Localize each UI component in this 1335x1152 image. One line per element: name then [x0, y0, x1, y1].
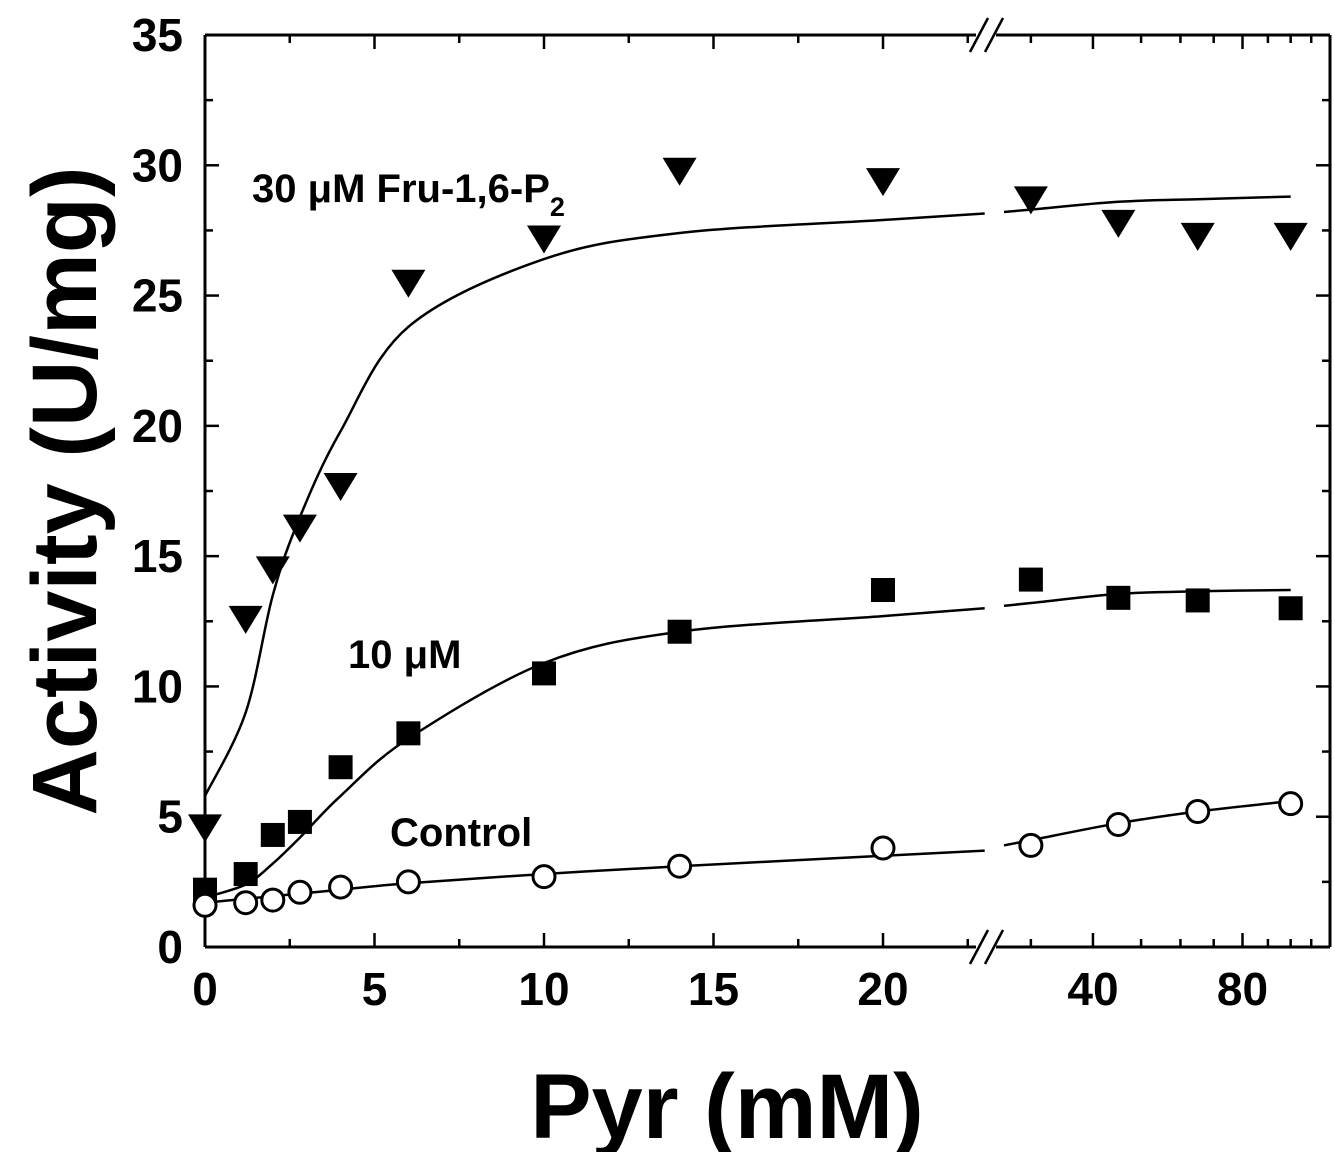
axis-break-marks	[968, 17, 1005, 965]
annotation-control: Control	[390, 811, 532, 855]
annotation-30um-subscript: 2	[550, 192, 565, 222]
x-tick-label: 0	[192, 963, 218, 1015]
data-point-square	[260, 822, 285, 847]
fit-curve-segment-1	[1003, 588, 1291, 608]
data-point-circle	[531, 864, 557, 890]
data-point-square	[328, 755, 353, 780]
data-point-triangle	[1180, 222, 1215, 251]
y-tick-label: 35	[132, 9, 183, 61]
y-tick-label: 0	[157, 921, 183, 973]
data-point-circle	[233, 890, 259, 916]
data-point-square	[233, 862, 258, 887]
data-point-square	[667, 619, 692, 644]
data-point-square	[287, 809, 312, 834]
data-point-circle	[260, 887, 286, 913]
annotation-30um-main: 30 μM Fru-1,6-P	[252, 167, 550, 211]
data-point-square	[1106, 585, 1131, 610]
data-point-square	[1018, 567, 1043, 592]
y-tick-label: 5	[157, 791, 183, 843]
data-point-circle	[1105, 812, 1131, 838]
data-point-square	[1185, 588, 1210, 613]
fit-curve-segment-2	[204, 849, 985, 904]
y-tick-label: 20	[132, 400, 183, 452]
data-point-triangle	[188, 814, 222, 843]
axis-tick-labels: 0 5 10 15 20 25 30 35 0 5 10 15 20 40 80	[132, 9, 1268, 1015]
x-tick-label: 40	[1067, 963, 1118, 1015]
data-point-square	[1278, 596, 1303, 621]
x-tick-label: 15	[688, 963, 739, 1015]
data-point-circle	[1185, 799, 1211, 825]
fit-curve-segment-0	[203, 212, 985, 797]
x-tick-label: 20	[857, 963, 908, 1015]
y-tick-label: 15	[132, 530, 183, 582]
y-tick-label: 25	[132, 270, 183, 322]
data-point-circle	[287, 879, 313, 905]
x-tick-label: 80	[1217, 963, 1268, 1015]
data-point-triangle	[282, 514, 317, 543]
data-point-triangle	[527, 225, 561, 254]
x-tick-label: 10	[518, 963, 569, 1015]
data-point-triangle	[1101, 209, 1136, 238]
data-point-circle	[870, 835, 896, 861]
data-point-triangle	[391, 269, 426, 298]
x-axis-title: Pyr (mM)	[530, 1056, 924, 1152]
data-point-triangle	[255, 556, 290, 585]
data-point-circle	[667, 853, 693, 879]
annotation-10um: 10 μM	[348, 633, 461, 677]
x-tick-label: 5	[362, 963, 388, 1015]
data-point-square	[532, 661, 556, 686]
data-point-square	[396, 721, 421, 746]
data-markers	[188, 157, 1308, 918]
data-point-triangle	[662, 157, 697, 186]
y-axis-title: Activity (U/mg)	[14, 166, 116, 815]
data-point-circle	[192, 892, 218, 918]
data-point-circle	[395, 869, 421, 895]
data-point-triangle	[323, 472, 358, 501]
fit-curve-segment-0	[1003, 195, 1291, 214]
data-point-circle	[328, 874, 354, 900]
fit-curves	[203, 195, 1291, 904]
data-point-triangle	[1273, 222, 1308, 251]
data-point-triangle	[1013, 186, 1048, 215]
data-point-square	[871, 578, 895, 603]
data-point-triangle	[228, 605, 263, 634]
data-point-circle	[1018, 832, 1044, 858]
fit-curve-segment-1	[204, 607, 985, 899]
y-tick-label: 30	[132, 139, 183, 191]
annotation-30um: 30 μM Fru-1,6-P2	[252, 167, 565, 222]
fit-curve-segment-2	[1003, 799, 1291, 847]
data-point-circle	[1278, 791, 1304, 817]
y-tick-label: 10	[132, 660, 183, 712]
data-point-triangle	[866, 168, 900, 197]
